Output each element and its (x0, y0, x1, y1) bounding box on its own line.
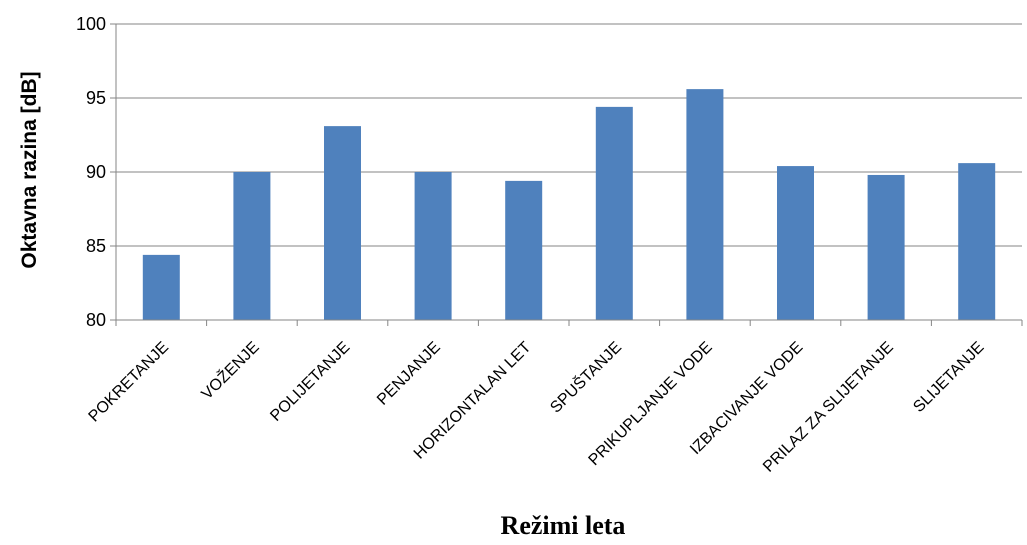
y-tick-label: 100 (76, 14, 106, 34)
x-tick-label: PENJANJE (374, 339, 444, 409)
bar (414, 172, 452, 320)
x-tick-label: POKRETANJE (86, 339, 173, 426)
bar (142, 254, 180, 320)
bar (686, 89, 724, 321)
bar (958, 163, 996, 320)
bar (595, 106, 633, 320)
x-tick-label: VOŽENJE (197, 337, 263, 403)
x-tick-label: SPUŠTANJE (546, 337, 625, 416)
y-tick-labels: 80 85 90 95 100 (76, 14, 106, 330)
bar (324, 126, 361, 321)
bar (505, 180, 543, 320)
y-tick-label: 90 (86, 162, 106, 182)
x-tick-labels: POKRETANJE VOŽENJE POLIJETANJE PENJANJEHORI… (86, 337, 988, 475)
y-tick-label: 80 (86, 310, 106, 330)
y-tick-label: 85 (86, 236, 106, 256)
x-axis (115, 319, 1023, 326)
x-tick-label: POLIJETANJE (267, 339, 353, 425)
bar (233, 172, 271, 320)
bars (142, 89, 996, 321)
y-axis-label: Oktavna razina [dB] (18, 71, 41, 268)
bar (777, 166, 814, 320)
y-tick-label: 95 (86, 88, 106, 108)
x-axis-label: Režimi leta (501, 511, 626, 540)
x-tick-label: SLIJETANJE (910, 339, 987, 416)
bar (867, 174, 905, 320)
